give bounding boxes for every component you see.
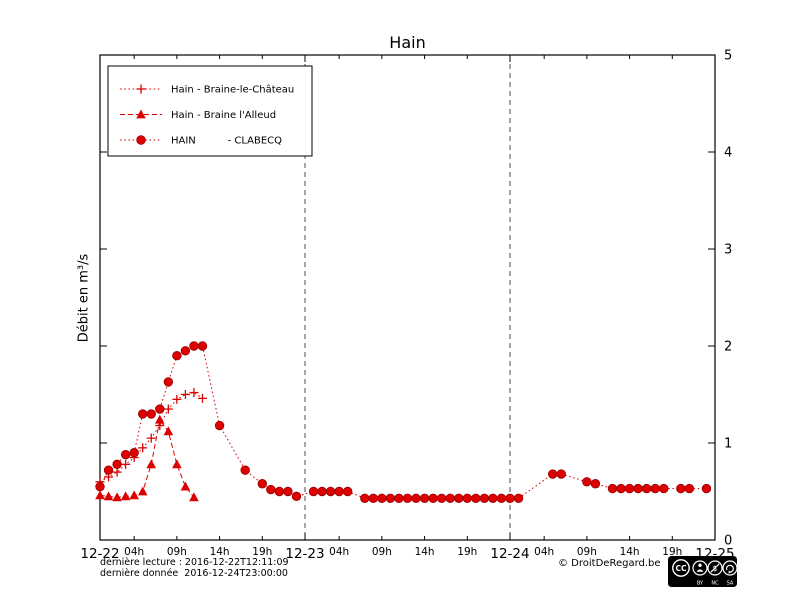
series-1 bbox=[95, 414, 199, 502]
cc-by-person-icon bbox=[698, 563, 702, 567]
cc-by-icon bbox=[692, 560, 708, 576]
x-hour-tick-label: 19h bbox=[457, 546, 477, 558]
x-hour-tick-label: 14h bbox=[210, 546, 230, 558]
y-tick-label: 1 bbox=[724, 437, 732, 452]
cc-sa-icon bbox=[722, 560, 737, 576]
cc-sa-arrow-icon bbox=[725, 564, 734, 573]
copyright-text: © DroitDeRegard.be bbox=[558, 558, 661, 569]
cc-sa-arrowhead-icon bbox=[728, 570, 732, 574]
y-tick-label: 5 bbox=[724, 49, 732, 64]
x-hour-tick-label: 04h bbox=[124, 546, 144, 558]
y-tick-label: 4 bbox=[724, 146, 732, 161]
cc-nc-slash-icon bbox=[710, 563, 720, 573]
legend-label: Hain - Braine l'Alleud bbox=[171, 110, 276, 121]
x-hour-tick-label: 09h bbox=[167, 546, 187, 558]
cc-by-label: BY bbox=[697, 581, 704, 587]
page-title: Hain bbox=[389, 33, 426, 52]
y-tick-label: 2 bbox=[724, 340, 732, 355]
x-hour-tick-label: 19h bbox=[662, 546, 682, 558]
gridlines bbox=[304, 55, 511, 540]
cc-logo-icon bbox=[672, 559, 690, 577]
legend-label: HAIN - CLABECQ bbox=[171, 136, 282, 147]
x-hour-tick-label: 04h bbox=[329, 546, 349, 558]
last-reading-text: dernière lecture : 2016-12-22T12:11:09 bbox=[100, 557, 289, 568]
x-hour-tick-label: 09h bbox=[372, 546, 392, 558]
legend: Hain - Braine-le-Château Hain - Braine l'… bbox=[107, 65, 313, 157]
series-2 bbox=[95, 341, 712, 503]
x-day-tick-label: 12-24 bbox=[490, 546, 529, 562]
cc-nc-label: NC bbox=[711, 581, 719, 587]
y-tick-label: 3 bbox=[724, 243, 732, 258]
y-tick-label: 0 bbox=[724, 534, 732, 549]
cc-license-badge[interactable]: CC $ BY NC SA bbox=[668, 556, 737, 587]
legend-label: Hain - Braine-le-Château bbox=[171, 84, 294, 96]
x-day-tick-label: 12-22 bbox=[80, 546, 119, 562]
last-data-text: dernière donnée 2016-12-24T23:00:00 bbox=[100, 568, 288, 579]
cc-sa-label: SA bbox=[727, 581, 734, 587]
x-hour-tick-label: 09h bbox=[577, 546, 597, 558]
x-hour-tick-label: 14h bbox=[415, 546, 435, 558]
cc-nc-icon bbox=[707, 560, 723, 576]
x-hour-tick-label: 14h bbox=[620, 546, 640, 558]
x-hour-tick-label: 04h bbox=[534, 546, 554, 558]
plot-border bbox=[99, 54, 716, 541]
x-day-tick-label: 12-23 bbox=[285, 546, 324, 562]
x-hour-tick-label: 19h bbox=[252, 546, 272, 558]
cc-logo-text: CC bbox=[675, 564, 687, 573]
cc-by-person-body-icon bbox=[696, 569, 704, 572]
